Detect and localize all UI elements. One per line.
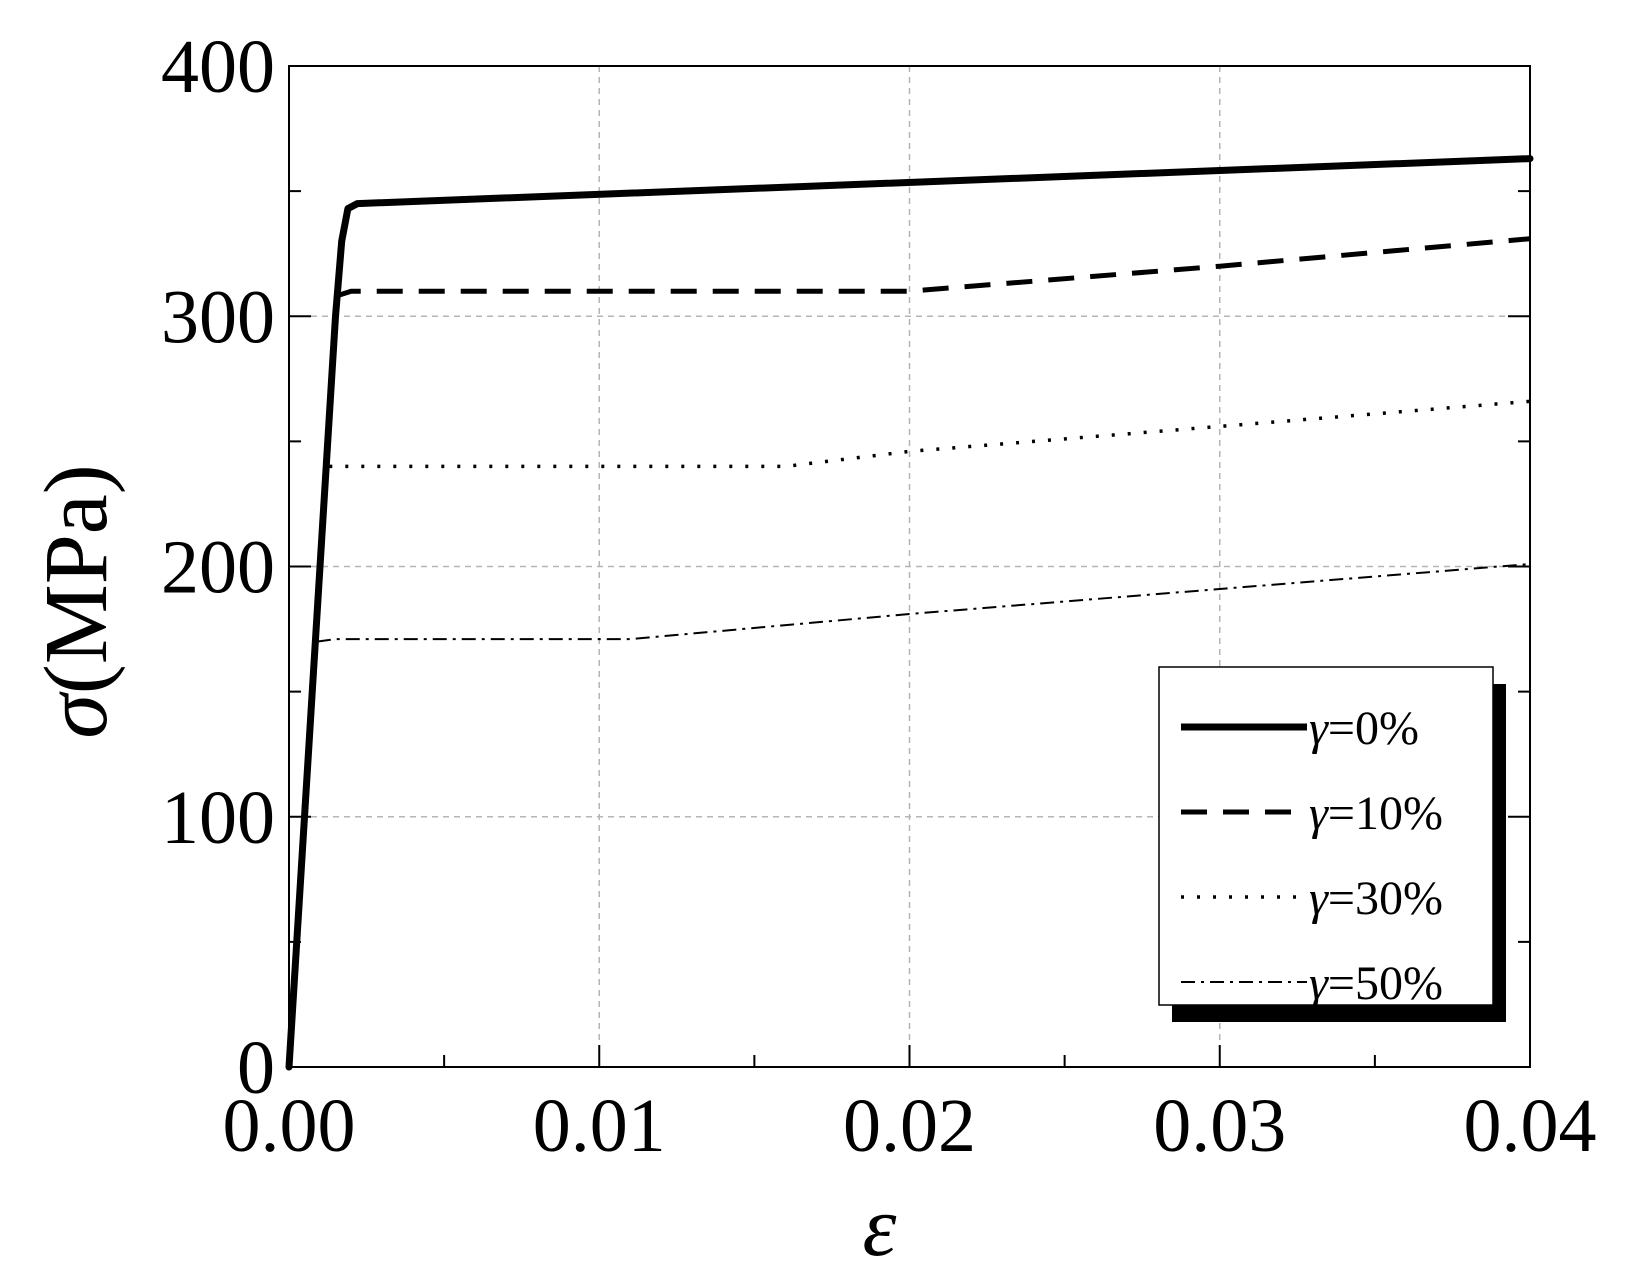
y-tick-label: 400 bbox=[161, 25, 275, 109]
series-line-4 bbox=[316, 563, 1531, 643]
legend-label: γ=0% bbox=[1309, 702, 1419, 755]
tick-labels: 0.00 0.01 0.02 0.03 0.04 0 100 200 300 400 bbox=[161, 25, 1597, 1168]
y-axis-title-symbol: σ bbox=[27, 691, 126, 739]
y-axis-title-unit: (MPa) bbox=[27, 464, 126, 694]
legend-label: γ=30% bbox=[1309, 872, 1443, 925]
y-tick-label: 300 bbox=[161, 275, 275, 359]
legend-item: γ=0% bbox=[1181, 702, 1419, 755]
axis-ticks bbox=[288, 65, 1531, 1068]
x-axis-title: ε bbox=[863, 1178, 897, 1274]
legend-item: γ=10% bbox=[1181, 787, 1443, 840]
legend-item: γ=30% bbox=[1181, 872, 1443, 925]
x-tick-label: 0.04 bbox=[1464, 1084, 1597, 1168]
y-tick-label: 200 bbox=[161, 526, 275, 610]
legend-box bbox=[1158, 666, 1494, 1006]
x-tick-label: 0.03 bbox=[1153, 1084, 1286, 1168]
series-lines bbox=[285, 155, 1534, 1071]
series-line-1 bbox=[285, 155, 1534, 1071]
x-tick-label: 0.02 bbox=[843, 1084, 976, 1168]
x-tick-label: 0.01 bbox=[533, 1084, 666, 1168]
legend-label: γ=50% bbox=[1309, 957, 1443, 1010]
series-line-2 bbox=[334, 236, 1531, 299]
legend-label: γ=10% bbox=[1309, 787, 1443, 840]
y-axis-title: σ(MPa) bbox=[27, 464, 126, 738]
y-tick-label: 100 bbox=[161, 776, 275, 860]
legend-item: γ=50% bbox=[1181, 957, 1443, 1010]
y-tick-label: 0 bbox=[237, 1026, 275, 1110]
x-tick-label: 0.00 bbox=[223, 1084, 356, 1168]
legend: γ=0% γ=10% γ=30% γ=50% bbox=[1158, 666, 1506, 1022]
series-line-3 bbox=[329, 399, 1531, 469]
